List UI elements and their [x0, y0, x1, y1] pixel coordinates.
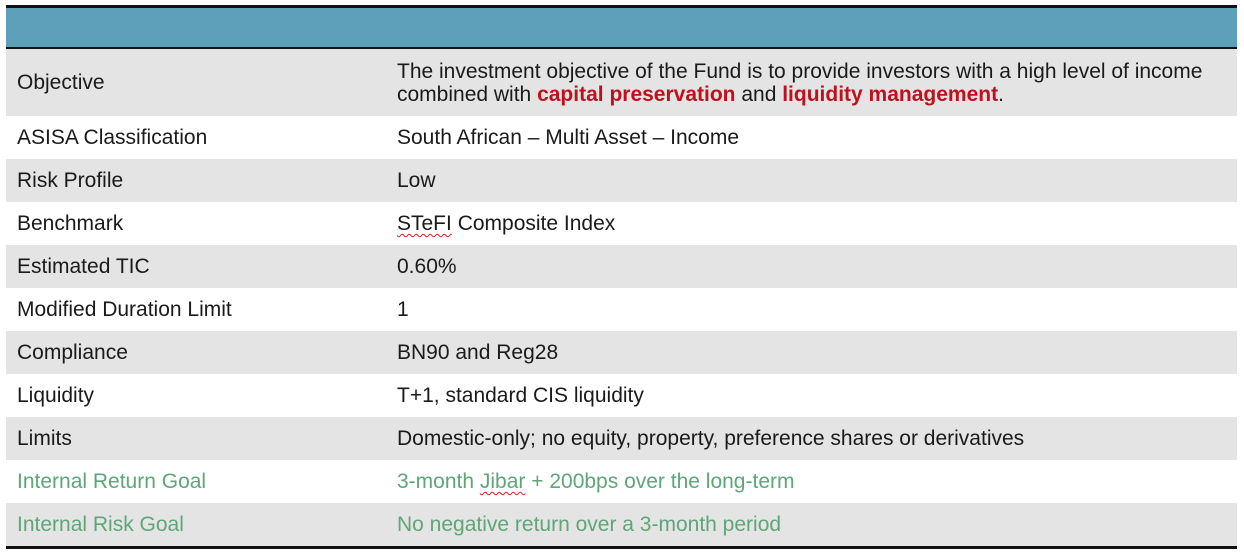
- row-value: No negative return over a 3-month period: [397, 513, 782, 536]
- top-rule: [6, 5, 1237, 8]
- header-band: [6, 8, 1237, 49]
- fund-summary-table: Objective The investment objective of th…: [6, 5, 1237, 549]
- table-row-benchmark: Benchmark STeFI Composite Index: [6, 202, 1237, 245]
- row-value: Low: [397, 169, 436, 192]
- table-row-compliance: Compliance BN90 and Reg28: [6, 331, 1237, 374]
- row-value: STeFI Composite Index: [397, 212, 1237, 235]
- row-label: Benchmark: [17, 212, 124, 235]
- table-row-risk-profile: Risk Profile Low: [6, 159, 1237, 202]
- row-value: Domestic-only; no equity, property, pref…: [397, 427, 1025, 450]
- row-value: 1: [397, 298, 409, 321]
- table-row-return-goal: Internal Return Goal 3-month Jibar + 200…: [6, 460, 1237, 503]
- row-value: South African – Multi Asset – Income: [397, 126, 740, 149]
- row-value: BN90 and Reg28: [397, 341, 559, 364]
- objective-text: and: [735, 82, 783, 106]
- row-label: Compliance: [17, 341, 128, 364]
- row-label: Internal Return Goal: [17, 470, 207, 493]
- row-label: Internal Risk Goal: [17, 513, 184, 536]
- table-row-risk-goal: Internal Risk Goal No negative return ov…: [6, 503, 1237, 546]
- spellcheck-marked-word: Jibar: [479, 470, 526, 493]
- row-label: ASISA Classification: [17, 126, 208, 149]
- row-value: T+1, standard CIS liquidity: [397, 384, 644, 407]
- table-row-limits: Limits Domestic-only; no equity, propert…: [6, 417, 1237, 460]
- row-label: Limits: [17, 427, 72, 450]
- row-label: Risk Profile: [17, 169, 124, 192]
- row-label: Liquidity: [17, 384, 95, 407]
- objective-text: The investment objective of the Fund is …: [397, 59, 1203, 106]
- row-value: 0.60%: [397, 255, 457, 278]
- row-label: Estimated TIC: [17, 255, 150, 278]
- value-text: Composite Index: [451, 212, 616, 235]
- value-text: 3-month: [397, 470, 480, 493]
- value-text: + 200bps over the long-term: [525, 470, 795, 493]
- objective-text: .: [998, 82, 1004, 106]
- row-label: Objective: [17, 71, 105, 94]
- table-row-tic: Estimated TIC 0.60%: [6, 245, 1237, 288]
- row-value: The investment objective of the Fund is …: [397, 60, 1237, 106]
- row-value: 3-month Jibar + 200bps over the long-ter…: [397, 470, 1237, 493]
- highlight-liquidity-management: liquidity management: [782, 82, 999, 106]
- table-row-classification: ASISA Classification South African – Mul…: [6, 116, 1237, 159]
- table-row-liquidity: Liquidity T+1, standard CIS liquidity: [6, 374, 1237, 417]
- spellcheck-marked-word: STeFI: [397, 212, 452, 235]
- highlight-capital-preservation: capital preservation: [537, 82, 736, 106]
- row-label: Modified Duration Limit: [17, 298, 232, 321]
- bottom-rule: [6, 546, 1237, 549]
- table-row-duration: Modified Duration Limit 1: [6, 288, 1237, 331]
- table-row-objective: Objective The investment objective of th…: [6, 49, 1237, 116]
